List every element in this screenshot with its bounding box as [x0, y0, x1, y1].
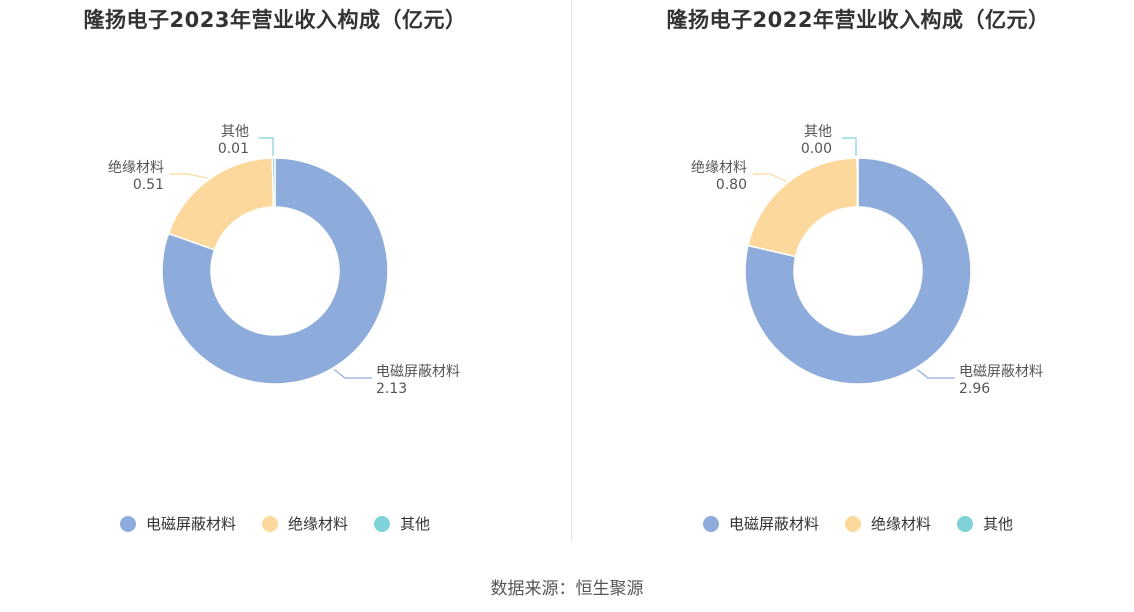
legend-item-insulation[interactable]: 绝缘材料	[261, 513, 348, 534]
legend-label: 其他	[983, 515, 1014, 533]
slice-label-insulation: 绝缘材料	[691, 160, 747, 176]
legend-label: 绝缘材料	[870, 515, 931, 533]
data-source: 数据来源：恒生聚源	[490, 579, 644, 599]
slice-value-insulation: 0.80	[716, 177, 747, 193]
legend-swatch-emi	[702, 515, 719, 532]
leader-line-other	[842, 137, 857, 156]
chart-title: 隆扬电子2022年营业收入构成（亿元）	[666, 8, 1050, 32]
chart-title: 隆扬电子2023年营业收入构成（亿元）	[83, 8, 467, 32]
slice-label-emi: 电磁屏蔽材料	[376, 364, 460, 380]
leader-line-other	[259, 137, 274, 156]
chart-panel-2022: 隆扬电子2022年营业收入构成（亿元） 电磁屏蔽材料 2.96 绝缘材料 0.80 其他…	[583, 0, 1134, 555]
slice-other[interactable]	[271, 157, 276, 208]
slice-insulation[interactable]	[167, 157, 275, 251]
leader-line-insulation	[753, 173, 787, 182]
legend-swatch-insulation	[844, 515, 861, 532]
chart-legend: 电磁屏蔽材料 绝缘材料 其他	[0, 513, 550, 534]
chart-panel-2023: 隆扬电子2023年营业收入构成（亿元） 电磁屏蔽材料 2.13 绝缘材料 0.51 其他…	[0, 0, 567, 555]
legend-item-emi[interactable]: 电磁屏蔽材料	[119, 513, 236, 534]
legend-swatch-insulation	[261, 515, 278, 532]
leader-line-emi	[916, 369, 955, 379]
slice-value-insulation: 0.51	[133, 177, 164, 193]
panel-divider	[571, 0, 572, 542]
slice-insulation[interactable]	[747, 157, 859, 258]
legend-item-other[interactable]: 其他	[957, 513, 1013, 534]
legend-swatch-other	[374, 515, 390, 532]
slice-value-other: 0.00	[801, 141, 832, 157]
slice-emi[interactable]	[161, 157, 389, 385]
leader-line-emi	[333, 369, 372, 379]
slice-value-emi: 2.13	[376, 381, 407, 397]
legend-item-other[interactable]: 其他	[374, 513, 430, 534]
slice-other[interactable]	[856, 157, 859, 208]
slice-label-emi: 电磁屏蔽材料	[959, 364, 1043, 380]
slice-value-other: 0.01	[218, 141, 249, 157]
legend-item-insulation[interactable]: 绝缘材料	[844, 513, 931, 534]
legend-label: 电磁屏蔽材料	[728, 515, 819, 533]
legend-item-emi[interactable]: 电磁屏蔽材料	[702, 513, 819, 534]
slice-emi[interactable]	[744, 157, 972, 385]
chart-legend: 电磁屏蔽材料 绝缘材料 其他	[583, 513, 1133, 534]
legend-swatch-other	[957, 515, 973, 532]
legend-swatch-emi	[119, 515, 136, 532]
legend-label: 其他	[400, 515, 431, 533]
slice-value-emi: 2.96	[959, 381, 990, 397]
leader-line-insulation	[170, 173, 208, 179]
slice-label-insulation: 绝缘材料	[108, 160, 164, 176]
slice-label-other: 其他	[804, 124, 832, 140]
slice-label-other: 其他	[221, 124, 249, 140]
legend-label: 绝缘材料	[287, 515, 348, 533]
legend-label: 电磁屏蔽材料	[145, 515, 236, 533]
